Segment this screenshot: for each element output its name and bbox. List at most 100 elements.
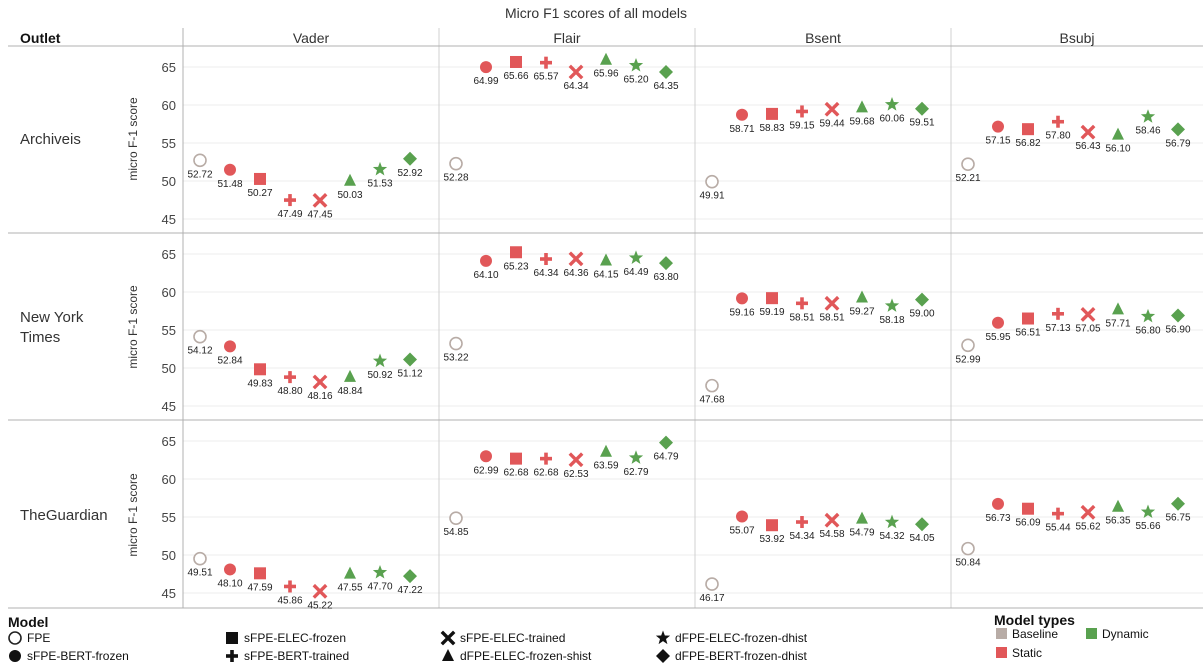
data-label: 63.80 bbox=[653, 272, 678, 283]
data-label: 58.46 bbox=[1135, 126, 1160, 137]
point-sfpe-elec-trained bbox=[1080, 307, 1096, 322]
point-dfpe-bert-frozen-dhist bbox=[403, 352, 417, 367]
data-label: 50.27 bbox=[247, 188, 272, 199]
legend: Model Model types FPE sFPE-BERT-frozen sFP… bbox=[8, 612, 1149, 663]
point-fpe bbox=[961, 541, 975, 556]
data-label: 56.80 bbox=[1135, 325, 1160, 336]
data-label: 48.16 bbox=[307, 391, 332, 402]
data-label: 47.59 bbox=[247, 582, 272, 593]
data-label: 54.85 bbox=[443, 527, 468, 538]
data-label: 57.05 bbox=[1075, 323, 1100, 334]
data-label: 52.92 bbox=[397, 168, 422, 179]
y-tick-label: 65 bbox=[162, 247, 176, 262]
data-label: 55.07 bbox=[729, 525, 754, 536]
legend-swatch-baseline bbox=[996, 628, 1007, 639]
legend-type-baseline: Baseline bbox=[1012, 627, 1058, 641]
data-label: 65.96 bbox=[593, 69, 618, 80]
chart-frame: Vader Flair Bsent Bsubj Archiveis New York Tim… bbox=[8, 28, 1203, 609]
point-dfpe-elec-frozen-dhist bbox=[1140, 109, 1156, 123]
legend-marker-sfpe-bert-frozen bbox=[9, 650, 21, 662]
data-label: 51.53 bbox=[367, 178, 392, 189]
row-label-theguardian: TheGuardian bbox=[20, 507, 108, 524]
y-tick-label: 50 bbox=[162, 361, 176, 376]
point-fpe bbox=[961, 338, 975, 353]
data-label: 51.48 bbox=[217, 179, 242, 190]
data-label: 62.68 bbox=[533, 468, 558, 479]
point-sfpe-elec-frozen bbox=[510, 246, 522, 259]
legend-type-title: Model types bbox=[994, 612, 1075, 628]
y-tick-label: 60 bbox=[162, 98, 176, 113]
legend-marker-dfpe-elec-frozen-shist bbox=[442, 649, 454, 661]
point-sfpe-elec-frozen bbox=[766, 292, 778, 305]
data-label: 58.51 bbox=[789, 312, 814, 323]
point-dfpe-elec-frozen-shist bbox=[856, 100, 868, 113]
data-label: 64.10 bbox=[473, 270, 498, 281]
legend-item-fpe: FPE bbox=[27, 631, 50, 645]
point-dfpe-elec-frozen-dhist bbox=[372, 353, 388, 368]
point-sfpe-bert-trained bbox=[1052, 307, 1064, 320]
legend-item-sfpe-elec-trained: sFPE-ELEC-trained bbox=[460, 631, 565, 645]
data-label: 58.83 bbox=[759, 123, 784, 134]
point-dfpe-bert-frozen-dhist bbox=[915, 292, 929, 307]
point-sfpe-bert-trained bbox=[284, 580, 296, 593]
point-dfpe-elec-frozen-dhist bbox=[884, 514, 900, 529]
y-tick-label: 45 bbox=[162, 212, 176, 227]
data-label: 56.09 bbox=[1015, 518, 1040, 529]
data-label: 55.62 bbox=[1075, 521, 1100, 532]
data-label: 54.58 bbox=[819, 529, 844, 540]
data-label: 48.10 bbox=[217, 578, 242, 589]
data-label: 53.22 bbox=[443, 353, 468, 364]
data-label: 65.23 bbox=[503, 261, 528, 272]
point-sfpe-elec-frozen bbox=[1022, 312, 1034, 325]
data-label: 47.70 bbox=[367, 581, 392, 592]
legend-model-title: Model bbox=[8, 614, 48, 630]
data-label: 62.99 bbox=[473, 465, 498, 476]
data-label: 47.55 bbox=[337, 583, 362, 594]
legend-marker-sfpe-bert-trained bbox=[226, 650, 238, 662]
point-dfpe-elec-frozen-dhist bbox=[1140, 308, 1156, 323]
data-label: 64.36 bbox=[563, 268, 588, 279]
point-dfpe-elec-frozen-dhist bbox=[372, 161, 388, 176]
point-sfpe-bert-frozen bbox=[736, 292, 748, 305]
point-fpe bbox=[193, 153, 207, 168]
point-sfpe-bert-frozen bbox=[736, 108, 748, 121]
data-label: 57.80 bbox=[1045, 131, 1070, 142]
data-label: 62.53 bbox=[563, 469, 588, 480]
point-sfpe-elec-trained bbox=[824, 295, 840, 311]
data-label: 59.44 bbox=[819, 118, 844, 129]
data-label: 56.43 bbox=[1075, 141, 1100, 152]
data-label: 64.34 bbox=[563, 81, 588, 92]
data-label: 54.79 bbox=[849, 528, 874, 539]
data-label: 49.83 bbox=[247, 378, 272, 389]
data-label: 56.79 bbox=[1165, 138, 1190, 149]
point-sfpe-bert-frozen bbox=[480, 254, 492, 267]
point-fpe bbox=[193, 551, 207, 566]
data-label: 55.95 bbox=[985, 332, 1010, 343]
data-label: 58.51 bbox=[819, 312, 844, 323]
data-label: 60.06 bbox=[879, 114, 904, 125]
point-dfpe-bert-frozen-dhist bbox=[915, 517, 929, 532]
data-label: 57.71 bbox=[1105, 318, 1130, 329]
point-sfpe-bert-trained bbox=[284, 194, 296, 207]
point-dfpe-elec-frozen-shist bbox=[1112, 499, 1124, 512]
y-tick-label: 65 bbox=[162, 434, 176, 449]
point-dfpe-elec-frozen-shist bbox=[1112, 302, 1124, 315]
point-sfpe-elec-trained bbox=[824, 512, 840, 528]
point-sfpe-bert-frozen bbox=[992, 120, 1004, 133]
data-label: 47.22 bbox=[397, 585, 422, 596]
column-header-vader: Vader bbox=[293, 30, 330, 46]
point-sfpe-elec-trained bbox=[312, 192, 328, 208]
data-label: 45.86 bbox=[277, 595, 302, 606]
point-sfpe-elec-trained bbox=[312, 374, 328, 390]
data-label: 54.34 bbox=[789, 531, 814, 542]
point-fpe bbox=[705, 577, 719, 591]
point-fpe bbox=[449, 511, 463, 525]
row-header-outlet: Outlet bbox=[20, 30, 61, 46]
point-sfpe-bert-frozen bbox=[992, 497, 1004, 510]
point-dfpe-elec-frozen-shist bbox=[600, 253, 612, 266]
point-dfpe-elec-frozen-shist bbox=[856, 290, 868, 303]
data-label: 64.35 bbox=[653, 81, 678, 92]
data-label: 59.27 bbox=[849, 307, 874, 318]
point-sfpe-elec-frozen bbox=[254, 567, 266, 580]
y-tick-label: 55 bbox=[162, 510, 176, 525]
